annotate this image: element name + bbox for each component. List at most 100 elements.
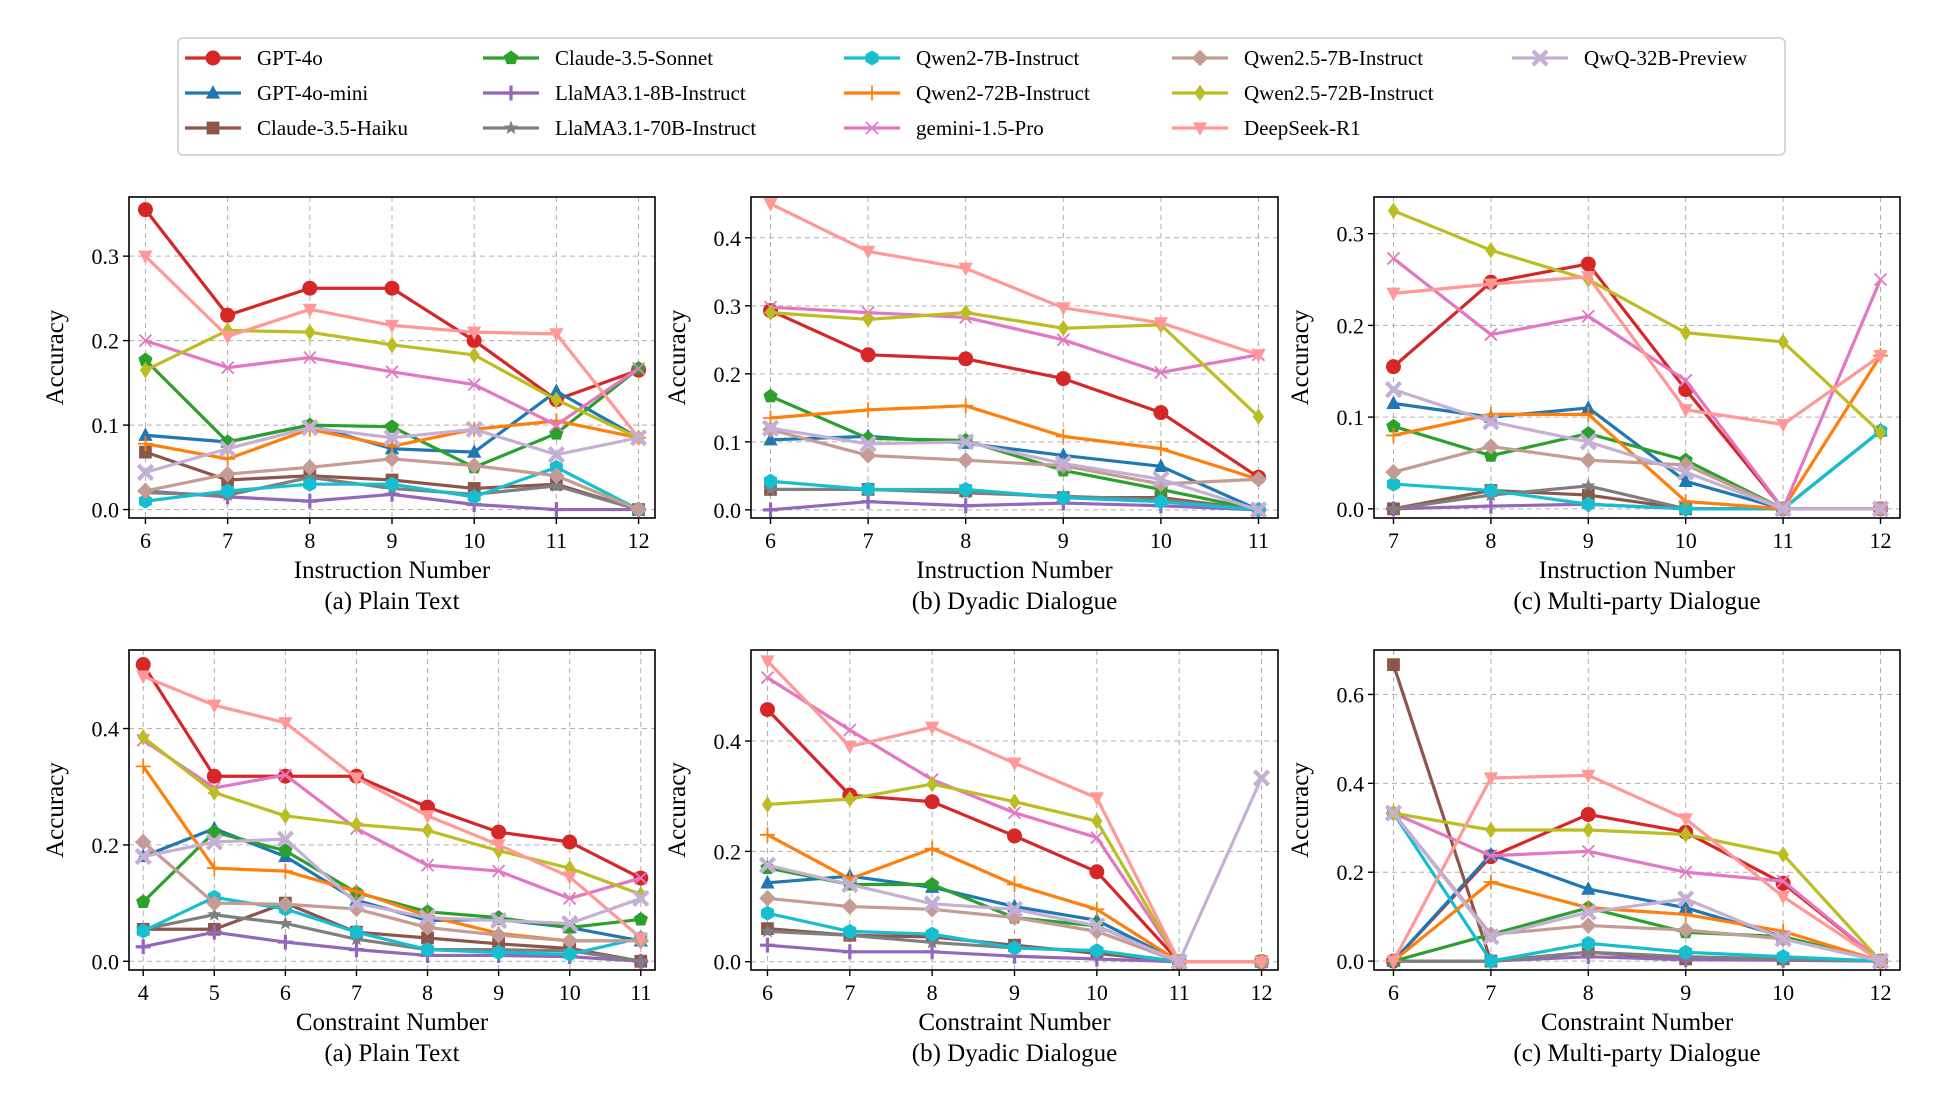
x-tick-label: 8 [1485,528,1496,553]
y-tick-label: 0.1 [714,430,742,455]
data-point [861,481,875,497]
y-axis-label: Accuracy [42,309,69,405]
data-point [206,894,223,912]
data-point [1007,828,1022,844]
x-tick-label: 8 [927,980,938,1005]
data-point [1154,365,1168,380]
x-tick-label: 8 [1583,980,1594,1005]
data-point [629,429,648,447]
data-point [1254,956,1269,970]
data-point [1056,490,1070,506]
series-QwQ-32B-Preview [134,830,650,933]
series-line [770,500,1259,512]
data-point [1386,418,1401,433]
data-point [632,889,650,908]
x-tick-label: 10 [463,528,485,553]
data-point [1482,928,1500,946]
series-line [142,895,642,956]
data-point [1385,463,1402,481]
series-line [1393,950,1881,963]
data-point [135,758,151,774]
data-point [1678,493,1694,509]
data-point [1677,463,1695,481]
data-point [136,894,151,908]
chart-panel: 7 8 9 10 11 12 0.0 0.1 0.2 0.3 Instruction Number (… [1287,196,1901,615]
legend-entry: Qwen2.5-72B-Instruct [1172,81,1434,105]
series-line [770,404,1259,481]
series-line [1392,880,1881,963]
data-point [137,482,154,500]
data-point [491,824,507,840]
legend-entry: gemini-1.5-Pro [844,116,1044,140]
x-tick-label: 9 [387,528,398,553]
legend-label: LlaMA3.1-8B-Instruct [555,81,746,105]
series-line [769,202,1259,357]
data-point [421,942,435,958]
x-axis-label: Constraint Number [918,1009,1111,1036]
legend-entry: GPT-4o-mini [185,81,368,105]
x-tick-label: 6 [280,980,291,1005]
data-point [139,361,152,379]
series-Qwen2-72B-Instruct [1385,348,1889,517]
series-line [1393,429,1882,511]
data-point [1055,428,1071,444]
data-point [303,350,317,365]
data-point [1170,953,1188,971]
data-point [561,932,578,950]
data-point [958,262,973,277]
series-line [142,913,642,963]
data-point [302,493,318,509]
data-point [1776,874,1790,888]
data-point [134,833,152,851]
data-point [383,429,401,447]
data-point [763,431,778,446]
data-point [279,807,292,825]
data-point [277,896,294,913]
data-point [548,502,564,518]
data-point [138,333,153,348]
series-line [1393,811,1882,963]
data-point [137,202,153,218]
series-line [142,930,641,963]
legend-label: Claude-3.5-Haiku [257,116,409,140]
data-point [205,833,223,851]
data-point [760,670,775,685]
data-point [563,891,577,906]
data-point [958,498,974,514]
data-point [277,934,293,950]
data-point [301,419,319,437]
data-point [1581,271,1596,285]
data-point [1871,500,1890,518]
legend: GPT-4o GPT-4o-mini Claude-3.5-Haiku Claude-… [177,37,1786,156]
data-point [1678,473,1693,487]
legend-marker [1531,49,1549,67]
data-point [549,328,564,342]
data-point [491,864,506,878]
x-tick-label: 10 [559,980,581,1005]
series-QwQ-32B-Preview [136,419,648,481]
series-Qwen2.5-72B-Instruct [137,729,647,903]
y-tick-label: 0.3 [714,294,742,319]
data-point [925,876,940,891]
grid [1374,197,1900,518]
series-line [770,305,1259,375]
legend-label: QwQ-32B-Preview [1584,46,1748,70]
x-tick-label: 10 [1150,528,1172,553]
x-tick-label: 12 [1870,528,1892,553]
legend-marker [205,50,221,66]
x-axis-label: Constraint Number [296,1009,489,1036]
series-GPT-4o [135,657,649,886]
legend-marker [1194,84,1206,102]
data-point [348,942,364,958]
series-line [770,426,1259,512]
data-point [206,768,222,784]
grid [129,650,655,970]
data-point [139,445,152,459]
data-point [421,822,434,839]
data-point [1384,804,1403,822]
panel-caption: (c) Multi-party Dialogue [1513,1040,1760,1067]
data-point [842,944,858,960]
x-tick-label: 7 [844,980,855,1005]
legend-entry: QwQ-32B-Preview [1512,46,1748,70]
plot-frame [750,196,1279,519]
